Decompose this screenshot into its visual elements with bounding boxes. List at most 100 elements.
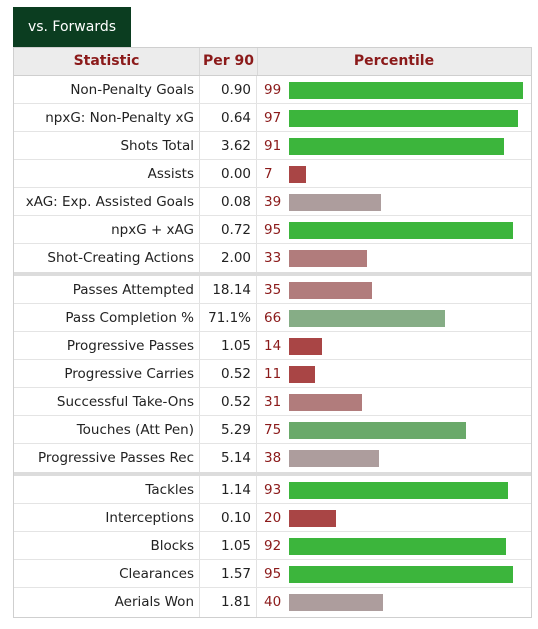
percentile-value: 75 [264,422,282,438]
percentile-value: 99 [264,82,282,98]
percentile-value: 97 [264,110,282,126]
row-separator [14,215,531,216]
percentile-value: 7 [264,166,273,182]
table-row: Shot-Creating Actions 2.00 33 [14,244,531,272]
row-separator [14,531,531,532]
percentile-bar [289,138,504,155]
header-statistic: Statistic [73,53,140,69]
percentile-bar [289,82,523,99]
stat-label: Interceptions [105,510,194,526]
percentile-value: 92 [264,538,282,554]
percentile-value: 93 [264,482,282,498]
row-separator [14,331,531,332]
percentile-bar [289,510,336,527]
stat-label: Pass Completion % [65,310,194,326]
table-row: Progressive Passes Rec 5.14 38 [14,444,531,472]
header-per90: Per 90 [199,48,258,75]
table-row: Progressive Carries 0.52 11 [14,360,531,388]
table-row: Aerials Won 1.81 40 [14,588,531,616]
per90-value: 0.52 [220,394,251,410]
percentile-bar [289,594,383,611]
percentile-table: Statistic Per 90 Percentile Non-Penalty … [13,47,532,618]
stat-label: Tackles [145,482,194,498]
table-row: Tackles 1.14 93 [14,476,531,504]
stat-label: xAG: Exp. Assisted Goals [25,194,194,210]
stat-label: Successful Take-Ons [56,394,194,410]
tab-vs-forwards[interactable]: vs. Forwards [13,7,131,47]
row-separator [14,415,531,416]
percentile-value: 95 [264,566,282,582]
row-separator [14,131,531,132]
row-separator [14,303,531,304]
per90-value: 0.64 [220,110,251,126]
per90-value: 1.05 [220,538,251,554]
table-row: Interceptions 0.10 20 [14,504,531,532]
table-row: xAG: Exp. Assisted Goals 0.08 39 [14,188,531,216]
per90-value: 0.72 [220,222,251,238]
column-divider [256,76,257,617]
per90-value: 1.57 [220,566,251,582]
table-header: Statistic Per 90 Percentile [14,48,531,76]
row-separator [14,443,531,444]
stat-label: npxG + xAG [111,222,194,238]
row-separator [14,359,531,360]
percentile-bar [289,166,306,183]
table-row: Progressive Passes 1.05 14 [14,332,531,360]
percentile-bar [289,566,513,583]
percentile-bar [289,310,445,327]
row-separator [14,159,531,160]
stat-label: Clearances [119,566,194,582]
header-percentile: Percentile [353,53,435,69]
per90-value: 0.10 [220,510,251,526]
percentile-bar [289,450,379,467]
table-row: npxG + xAG 0.72 95 [14,216,531,244]
percentile-value: 38 [264,450,282,466]
percentile-bar [289,366,315,383]
table-row: Touches (Att Pen) 5.29 75 [14,416,531,444]
percentile-value: 11 [264,366,282,382]
percentile-value: 40 [264,594,282,610]
stat-label: Touches (Att Pen) [76,422,194,438]
per90-value: 71.1% [208,310,251,326]
percentile-bar [289,110,518,127]
per90-value: 5.29 [220,422,251,438]
per90-value: 1.81 [220,594,251,610]
per90-value: 1.05 [220,338,251,354]
stat-label: Progressive Passes Rec [38,450,194,466]
table-row: Clearances 1.57 95 [14,560,531,588]
percentile-bar [289,538,506,555]
table-row: Shots Total 3.62 91 [14,132,531,160]
table-row: Pass Completion % 71.1% 66 [14,304,531,332]
percentile-bar [289,282,372,299]
percentile-bar [289,222,513,239]
table-row: Successful Take-Ons 0.52 31 [14,388,531,416]
percentile-value: 14 [264,338,282,354]
row-separator [14,243,531,244]
percentile-bar [289,194,381,211]
group-divider [14,472,531,476]
percentile-value: 66 [264,310,282,326]
percentile-value: 35 [264,282,282,298]
percentile-bar [289,422,466,439]
per90-value: 0.52 [220,366,251,382]
stat-label: Progressive Passes [66,338,194,354]
percentile-value: 31 [264,394,282,410]
row-separator [14,187,531,188]
stat-label: Aerials Won [114,594,194,610]
table-row: Assists 0.00 7 [14,160,531,188]
row-separator [14,503,531,504]
row-separator [14,559,531,560]
per90-value: 0.90 [220,82,251,98]
percentile-value: 33 [264,250,282,266]
percentile-value: 20 [264,510,282,526]
table-row: npxG: Non-Penalty xG 0.64 97 [14,104,531,132]
per90-value: 0.08 [220,194,251,210]
stat-label: npxG: Non-Penalty xG [45,110,194,126]
per90-value: 1.14 [220,482,251,498]
table-row: Non-Penalty Goals 0.90 99 [14,76,531,104]
percentile-value: 95 [264,222,282,238]
table-row: Blocks 1.05 92 [14,532,531,560]
per90-value: 2.00 [220,250,251,266]
stat-label: Shots Total [120,138,194,154]
percentile-bar [289,338,322,355]
